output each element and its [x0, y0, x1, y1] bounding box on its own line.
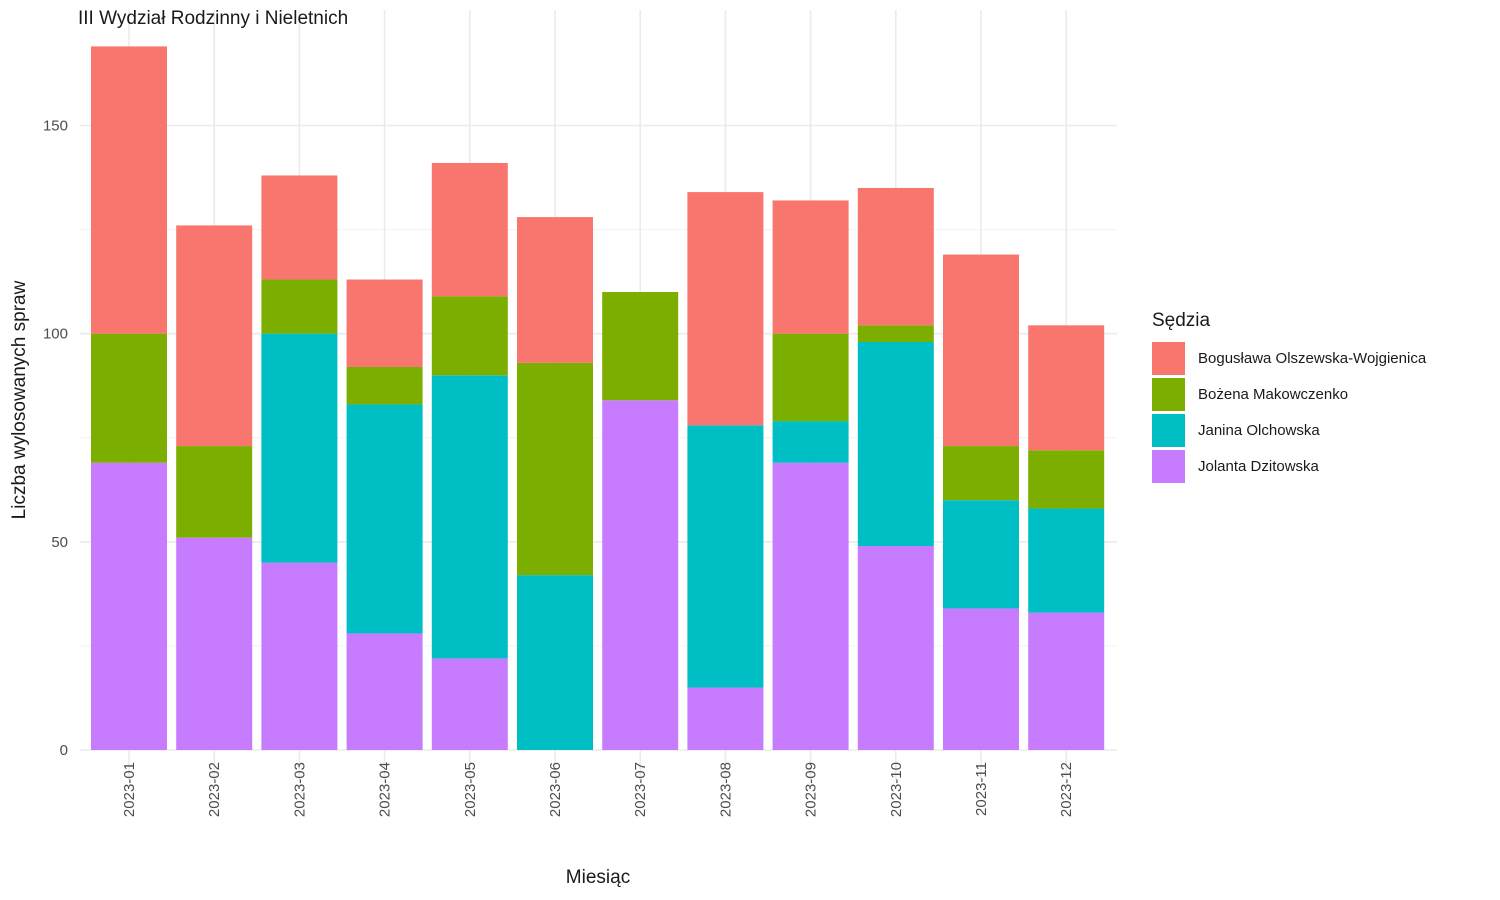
bar-segment [772, 200, 849, 334]
bar-segment [346, 633, 423, 750]
bar-segment [602, 292, 679, 401]
bar-segment [857, 187, 934, 326]
x-tick-label: 2023-01 [121, 762, 138, 817]
bar-segment [943, 500, 1019, 609]
x-tick-label: 2023-09 [803, 762, 820, 817]
bar-segment [346, 366, 423, 405]
y-tick-label: 0 [60, 742, 68, 759]
bar-segment [346, 279, 423, 367]
bar-segment [1028, 508, 1105, 613]
bar-segment [431, 296, 508, 376]
bar-segment [687, 687, 764, 750]
x-tick-label: 2023-04 [377, 762, 394, 817]
legend-key [1152, 377, 1185, 411]
bar-segment [857, 341, 934, 546]
legend-item: Jolanta Dzitowska [1152, 448, 1426, 484]
bar-segment [91, 333, 167, 463]
bar-segment [772, 333, 849, 422]
bar-segment [91, 46, 167, 334]
x-axis-title: Miesiąc [565, 867, 631, 888]
x-tick-label: 2023-08 [717, 762, 734, 817]
bar-segment [261, 279, 338, 334]
bar-segment [91, 462, 167, 750]
bar-segment [261, 562, 338, 750]
x-tick-label: 2023-03 [291, 762, 308, 817]
legend-item: Bożena Makowczenko [1152, 376, 1426, 412]
bar-segment [176, 446, 253, 538]
bar-segment [431, 162, 508, 297]
bar-segment [943, 608, 1019, 750]
legend-item: Bogusława Olszewska-Wojgienica [1152, 340, 1426, 376]
x-tick-label: 2023-06 [547, 762, 564, 817]
bar-segment [517, 362, 593, 576]
bar-segment [431, 375, 508, 659]
legend: Sędzia Bogusława Olszewska-Wojgienica Bo… [1152, 310, 1426, 484]
bar-segment [772, 462, 849, 750]
x-tick-label: 2023-11 [973, 762, 990, 816]
chart-title: III Wydział Rodzinny i Nieletnich [78, 8, 349, 29]
x-tick-label: 2023-07 [632, 762, 649, 817]
x-tick-label: 2023-12 [1058, 762, 1075, 817]
bar-segment [943, 254, 1019, 447]
bar-segment [772, 421, 849, 463]
legend-label: Jolanta Dzitowska [1198, 457, 1319, 475]
bar-segment [517, 575, 593, 750]
x-tick-label: 2023-05 [462, 762, 479, 817]
bar-segment [346, 404, 423, 634]
bar-segment [176, 225, 253, 447]
bar-segment [943, 446, 1019, 501]
bar-segment [1028, 325, 1105, 451]
legend-label: Bogusława Olszewska-Wojgienica [1198, 349, 1427, 367]
bar-segment [261, 333, 338, 563]
x-tick-label: 2023-02 [206, 762, 223, 817]
legend-label: Bożena Makowczenko [1198, 385, 1349, 403]
legend-label: Janina Olchowska [1198, 421, 1320, 439]
bar-segment [176, 537, 253, 750]
bar-segment [857, 545, 934, 750]
bar-segment [1028, 612, 1105, 750]
legend-title: Sędzia [1152, 310, 1211, 331]
bar-segment [602, 400, 679, 750]
y-tick-label: 100 [43, 326, 68, 343]
y-tick-label: 150 [43, 118, 68, 135]
bar-segment [687, 192, 764, 426]
bar-segment [517, 217, 593, 363]
bar-segment [1028, 450, 1105, 509]
legend-item: Janina Olchowska [1152, 412, 1426, 448]
bar-segment [687, 425, 764, 688]
legend-key [1152, 413, 1185, 447]
legend-key [1152, 341, 1185, 375]
bar-segment [431, 658, 508, 750]
legend-key [1152, 449, 1185, 483]
bar-segment [857, 325, 934, 342]
y-axis-title: Liczba wylosowanych spraw [9, 280, 30, 520]
y-tick-label: 50 [51, 534, 68, 551]
bar-segment [261, 175, 338, 280]
x-tick-label: 2023-10 [888, 762, 905, 817]
